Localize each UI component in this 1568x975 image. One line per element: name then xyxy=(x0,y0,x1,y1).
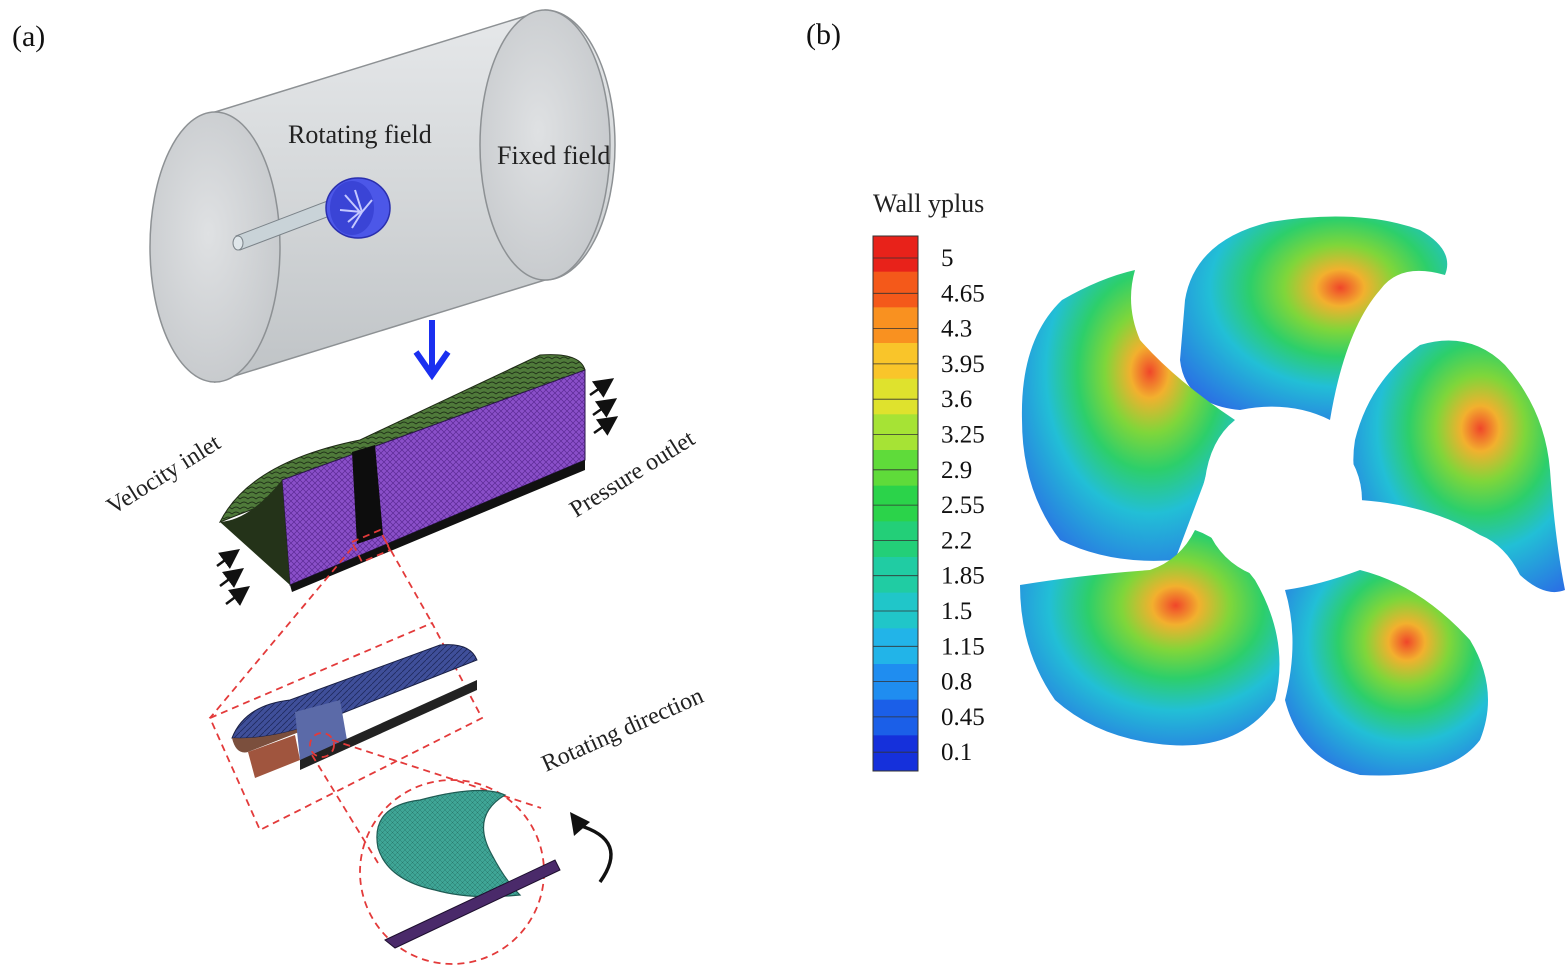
colorbar-tick-label: 3.25 xyxy=(941,422,985,449)
colorbar-segment xyxy=(873,343,918,380)
rotating-direction-label: Rotating direction xyxy=(538,683,708,778)
blade-zoom xyxy=(376,789,561,949)
colorbar-tick-label: 1.85 xyxy=(941,563,985,590)
propeller-blade-left xyxy=(1021,270,1235,561)
inlet-arrows xyxy=(216,549,250,606)
rotating-field-label: Rotating field xyxy=(288,120,432,149)
colorbar: 5 4.65 4.3 3.95 3.6 3.25 2.9 2.55 2.2 1.85 1.5 1.15… xyxy=(872,235,985,772)
colorbar-title: Wall yplus xyxy=(873,189,984,218)
colorbar-tick-label: 2.2 xyxy=(941,527,972,554)
colorbar-tick-label: 0.1 xyxy=(941,739,972,766)
velocity-inlet-label: Velocity inlet xyxy=(102,430,225,520)
colorbar-tick-label: 2.55 xyxy=(941,492,985,519)
down-arrow-icon xyxy=(413,320,451,381)
colorbar-segment xyxy=(873,699,918,736)
colorbar-tick-label: 0.45 xyxy=(941,704,985,731)
colorbar-segment xyxy=(873,450,918,487)
propeller-hub xyxy=(1202,420,1362,580)
colorbar-segment xyxy=(873,735,918,772)
pressure-outlet-label: Pressure outlet xyxy=(565,426,699,523)
colorbar-tick-label: 1.5 xyxy=(941,598,972,625)
fixed-field-label: Fixed field xyxy=(497,141,610,170)
cylinder-domain xyxy=(149,9,616,384)
zoom-callout-1 xyxy=(208,528,484,832)
colorbar-segment xyxy=(873,271,918,308)
colorbar-tick-label: 3.6 xyxy=(941,386,972,413)
colorbar-segment xyxy=(873,485,918,522)
colorbar-tick-label: 4.3 xyxy=(941,316,972,343)
propeller-blade-right xyxy=(1353,340,1565,593)
colorbar-segment xyxy=(873,414,918,451)
mesh-block xyxy=(218,354,586,592)
colorbar-frame xyxy=(872,235,919,772)
panel-b-label: (b) xyxy=(806,18,841,51)
colorbar-segment xyxy=(873,557,918,594)
colorbar-segment xyxy=(873,521,918,558)
propeller-blade-bottom-left xyxy=(1020,530,1280,746)
colorbar-tick-label: 4.65 xyxy=(941,280,985,307)
colorbar-tick-label: 3.95 xyxy=(941,351,985,378)
colorbar-tick-label: 1.15 xyxy=(941,633,985,660)
rotating-domain-zoom xyxy=(231,644,478,778)
propeller-contour xyxy=(1020,216,1565,776)
colorbar-segment xyxy=(873,307,918,344)
colorbar-segment xyxy=(873,664,918,701)
outlet-arrows xyxy=(589,378,619,436)
colorbar-tick-label: 2.9 xyxy=(941,457,972,484)
colorbar-tick-label: 5 xyxy=(941,245,954,272)
rotating-field-region xyxy=(325,177,391,239)
panel-a-label: (a) xyxy=(12,20,46,53)
colorbar-segment xyxy=(873,236,918,273)
rotation-arrow-icon xyxy=(570,812,613,884)
propeller-blade-top xyxy=(1180,216,1448,420)
colorbar-segment xyxy=(873,378,918,415)
propeller-blade-bottom-right xyxy=(1285,570,1488,776)
colorbar-tick-label: 0.8 xyxy=(941,669,972,696)
